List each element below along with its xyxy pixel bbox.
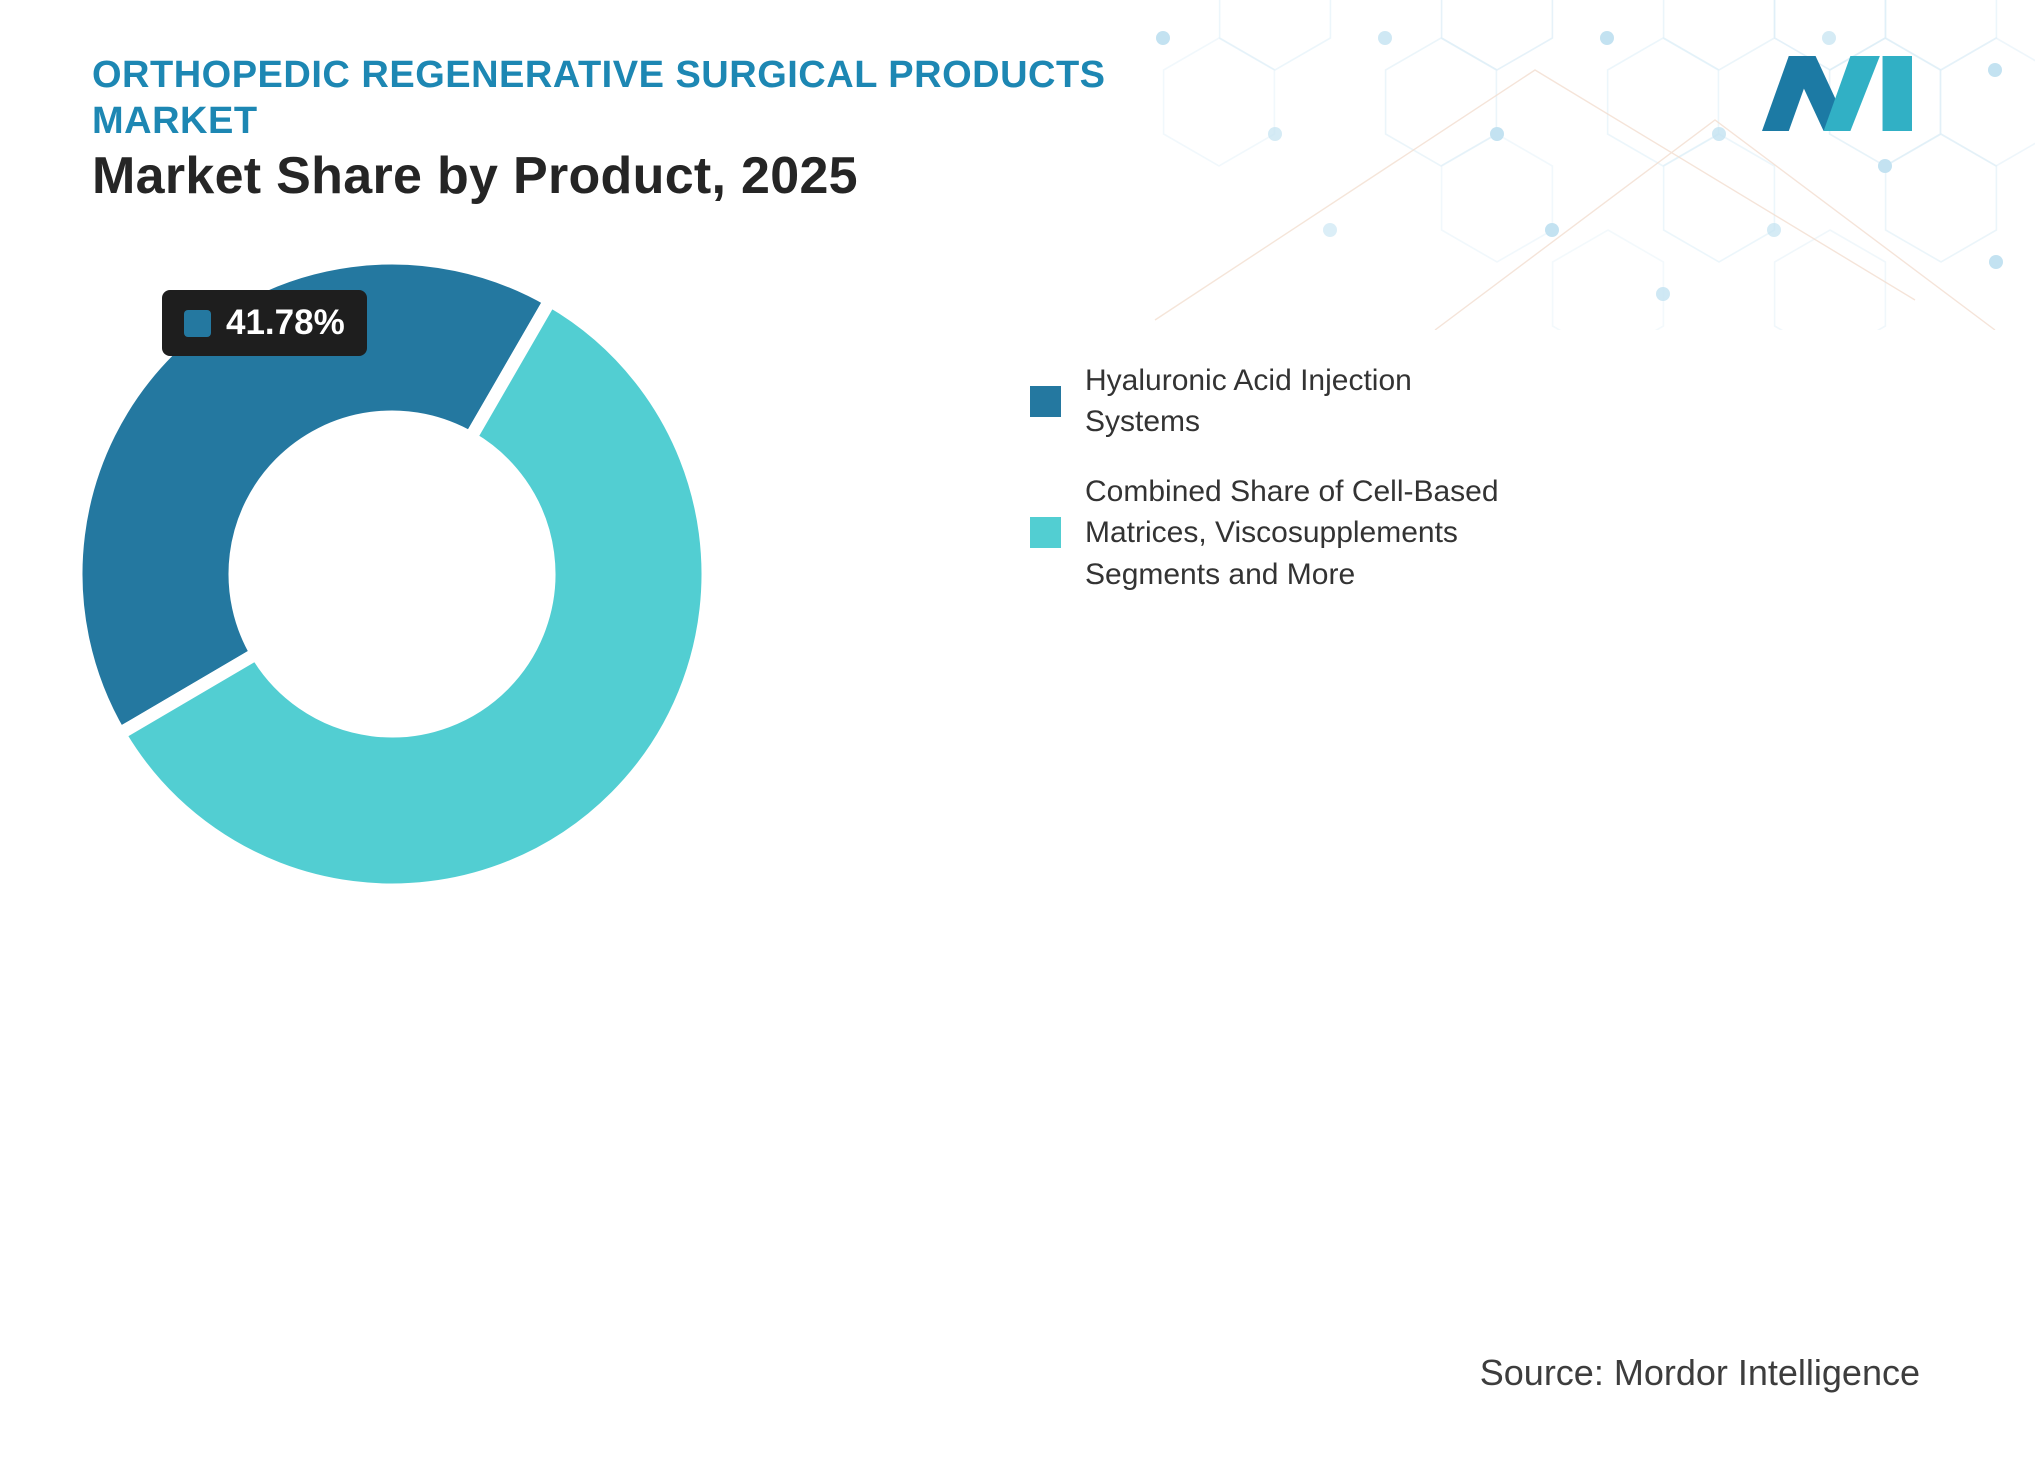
logo-stroke-3 — [1823, 56, 1880, 131]
value-label-chip — [184, 309, 211, 337]
logo-stroke-4 — [1882, 56, 1912, 131]
report-kicker-line1: ORTHOPEDIC REGENERATIVE SURGICAL PRODUCT… — [92, 54, 1106, 96]
value-label: 41.78% — [162, 290, 367, 356]
legend-label-hyaluronic: Hyaluronic Acid Injection Systems — [1085, 364, 1412, 439]
page-title: Market Share by Product, 2025 — [92, 147, 858, 205]
donut-slice-0 — [69, 251, 557, 741]
legend-item-hyaluronic: Hyaluronic Acid Injection Systems — [1030, 360, 1499, 443]
value-label-text: 41.78% — [226, 303, 345, 342]
donut-slice-1 — [112, 293, 715, 897]
legend-chip-combined — [1030, 517, 1061, 549]
report-kicker: ORTHOPEDIC REGENERATIVE SURGICAL PRODUCT… — [92, 52, 1106, 145]
legend-chip-hyaluronic — [1030, 385, 1061, 417]
mordor-intelligence-logo-icon — [1762, 56, 1912, 131]
report-kicker-line2: MARKET — [92, 100, 258, 143]
donut-chart — [68, 250, 716, 910]
chart-legend: Hyaluronic Acid Injection Systems Combin… — [1030, 360, 1499, 595]
donut-svg — [69, 251, 715, 897]
source-text: Source: Mordor Intelligence — [1479, 1352, 1920, 1393]
legend-item-combined: Combined Share of Cell-Based Matrices, V… — [1030, 471, 1499, 595]
legend-label-combined: Combined Share of Cell-Based Matrices, V… — [1085, 474, 1499, 591]
